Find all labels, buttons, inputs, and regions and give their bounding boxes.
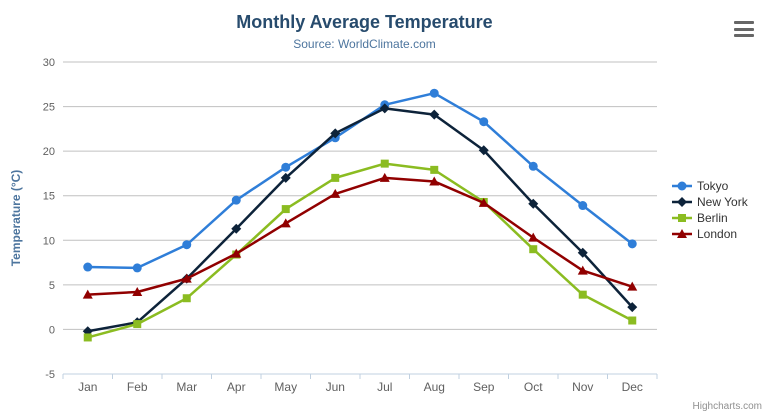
x-axis-tick-label: Apr — [227, 380, 246, 394]
data-point-marker[interactable] — [528, 232, 539, 242]
data-point-marker[interactable] — [577, 265, 588, 275]
data-point-marker[interactable] — [280, 172, 291, 183]
legend-item-london[interactable]: London — [672, 226, 748, 242]
data-point-marker[interactable] — [627, 281, 638, 291]
chart-title: Monthly Average Temperature — [236, 12, 493, 32]
data-point-marker[interactable] — [83, 333, 92, 342]
x-axis-tick-label: Jul — [377, 380, 392, 394]
data-point-marker[interactable] — [181, 273, 192, 283]
data-point-marker[interactable] — [429, 176, 440, 186]
data-point-marker[interactable] — [330, 188, 341, 198]
x-axis-tick-label: Jun — [326, 380, 345, 394]
legend-label: London — [697, 227, 738, 241]
data-point-marker[interactable] — [429, 109, 440, 120]
x-axis-tick-label: Mar — [176, 380, 197, 394]
legend-item-berlin[interactable]: Berlin — [672, 210, 748, 226]
data-point-marker[interactable] — [330, 128, 341, 139]
data-point-marker[interactable] — [478, 197, 489, 207]
data-point-marker[interactable] — [430, 165, 439, 174]
data-point-marker[interactable] — [281, 205, 290, 214]
legend-label: Berlin — [697, 211, 728, 225]
credits-link[interactable]: Highcharts.com — [692, 401, 762, 412]
diamond-legend-icon — [672, 197, 692, 207]
burger-bar — [734, 34, 754, 37]
x-axis-tick-label: May — [274, 380, 297, 394]
data-point-marker[interactable] — [478, 145, 489, 156]
square-marker[interactable] — [678, 214, 686, 222]
y-axis-tick-label: 25 — [43, 102, 55, 114]
data-point-marker[interactable] — [182, 240, 192, 250]
x-axis-tick-label: Jan — [78, 380, 97, 394]
triangle-marker[interactable] — [677, 229, 687, 238]
circle-marker[interactable] — [677, 181, 687, 191]
legend: Tokyo New York Berlin London — [672, 178, 748, 242]
x-axis-tick-label: Sep — [473, 380, 495, 394]
data-point-marker[interactable] — [528, 198, 539, 209]
data-point-marker[interactable] — [132, 263, 142, 273]
burger-bar — [734, 27, 754, 31]
data-point-marker[interactable] — [577, 247, 588, 258]
data-point-marker[interactable] — [280, 218, 291, 228]
data-point-marker[interactable] — [479, 117, 489, 127]
data-point-marker[interactable] — [182, 294, 191, 303]
data-point-marker[interactable] — [331, 173, 340, 182]
legend-item-tokyo[interactable]: Tokyo — [672, 178, 748, 194]
x-axis-tick-label: Nov — [572, 380, 593, 394]
y-axis-tick-label: 10 — [43, 235, 55, 247]
y-axis-title: Temperature (°C) — [9, 170, 23, 267]
data-point-marker[interactable] — [578, 201, 588, 211]
data-point-marker[interactable] — [578, 290, 587, 299]
data-point-marker[interactable] — [83, 262, 93, 272]
data-point-marker[interactable] — [82, 289, 93, 299]
data-point-marker[interactable] — [380, 159, 389, 168]
chart-subtitle: Source: WorldClimate.com — [293, 37, 436, 51]
data-point-marker[interactable] — [231, 195, 241, 205]
y-axis-tick-label: 15 — [43, 191, 55, 203]
data-point-marker[interactable] — [132, 286, 143, 296]
burger-bar — [734, 21, 754, 24]
y-axis-tick-label: 20 — [43, 146, 55, 158]
x-axis-tick-label: Aug — [424, 380, 445, 394]
y-axis-tick-label: 5 — [49, 280, 55, 292]
data-point-marker[interactable] — [628, 316, 637, 325]
circle-legend-icon — [672, 181, 692, 191]
series-line — [86, 91, 634, 270]
data-point-marker[interactable] — [429, 88, 439, 98]
legend-label: Tokyo — [697, 179, 729, 193]
legend-item-new-york[interactable]: New York — [672, 194, 748, 210]
x-axis-tick-label: Oct — [524, 380, 543, 394]
data-point-marker[interactable] — [627, 302, 638, 313]
data-point-marker[interactable] — [231, 248, 242, 258]
series-line — [86, 107, 634, 333]
x-axis-tick-label: Dec — [622, 380, 643, 394]
data-point-marker[interactable] — [281, 162, 291, 172]
data-point-marker[interactable] — [379, 103, 390, 114]
data-point-marker[interactable] — [627, 239, 637, 249]
square-legend-icon — [672, 214, 692, 222]
y-axis-tick-label: 30 — [43, 57, 55, 69]
data-point-marker[interactable] — [133, 320, 142, 329]
triangle-legend-icon — [672, 229, 692, 238]
series-new-york — [82, 103, 638, 337]
export-menu-icon[interactable] — [734, 21, 754, 37]
legend-label: New York — [697, 195, 748, 209]
series-london — [82, 172, 638, 299]
y-axis-tick-label: 0 — [49, 324, 55, 336]
y-axis-tick-label: -5 — [45, 369, 55, 381]
x-axis-tick-label: Feb — [127, 380, 148, 394]
data-point-marker[interactable] — [529, 245, 538, 254]
data-point-marker[interactable] — [528, 161, 538, 171]
diamond-marker[interactable] — [677, 197, 687, 207]
series-line — [86, 162, 634, 339]
series-tokyo — [83, 88, 637, 273]
data-point-marker[interactable] — [379, 172, 390, 182]
data-point-marker[interactable] — [231, 223, 242, 234]
series-line — [86, 176, 634, 296]
